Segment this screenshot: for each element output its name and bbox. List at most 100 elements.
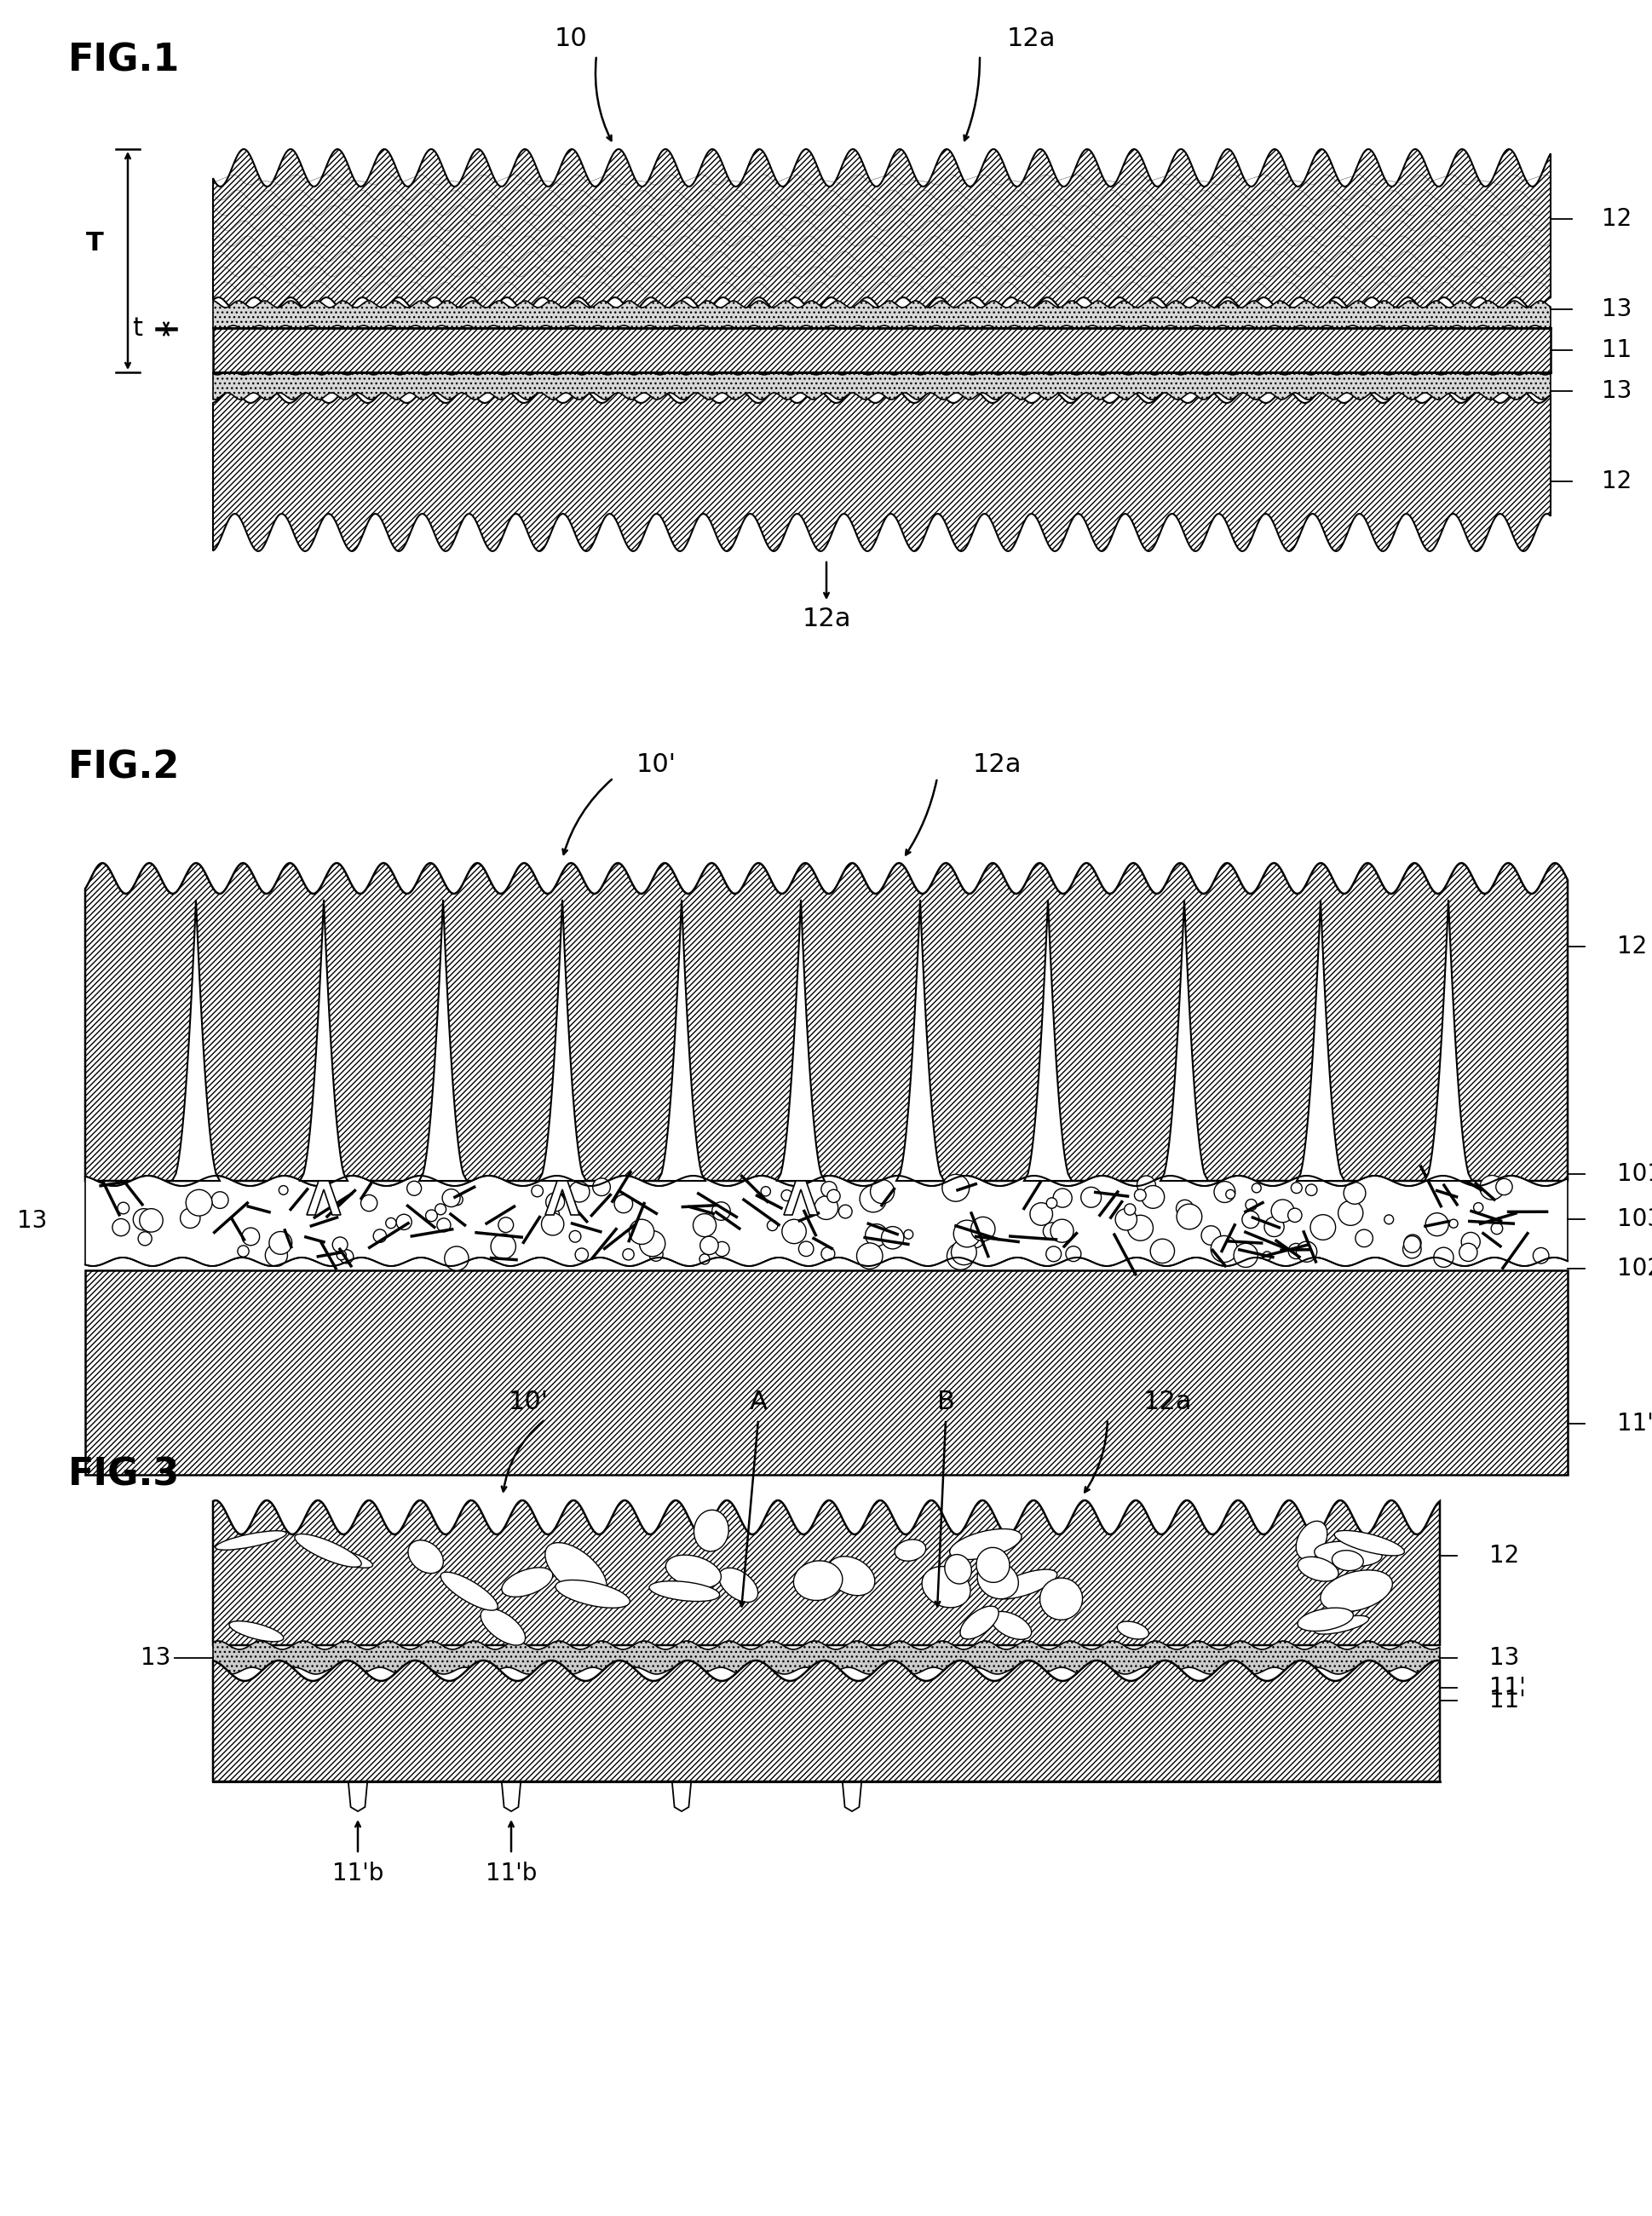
Circle shape <box>1142 1186 1163 1208</box>
Circle shape <box>871 1179 894 1203</box>
Ellipse shape <box>945 1553 971 1584</box>
Circle shape <box>712 1201 730 1221</box>
Polygon shape <box>420 900 466 1181</box>
Text: 103: 103 <box>1616 1208 1652 1232</box>
Ellipse shape <box>976 1547 1009 1582</box>
Polygon shape <box>86 862 1566 1181</box>
Circle shape <box>1432 1248 1452 1268</box>
Text: 11': 11' <box>1488 1689 1525 1713</box>
Ellipse shape <box>1295 1520 1327 1560</box>
Circle shape <box>1211 1237 1237 1263</box>
Polygon shape <box>299 900 347 1181</box>
Text: 11'b: 11'b <box>486 1861 537 1886</box>
Polygon shape <box>1160 900 1208 1181</box>
Circle shape <box>798 1241 813 1256</box>
Circle shape <box>814 1197 838 1219</box>
Circle shape <box>545 1192 565 1212</box>
Text: 12a: 12a <box>1006 27 1056 51</box>
Circle shape <box>117 1203 129 1214</box>
Ellipse shape <box>1320 1569 1391 1611</box>
Circle shape <box>436 1219 451 1232</box>
Circle shape <box>497 1217 514 1232</box>
Ellipse shape <box>1313 1615 1368 1633</box>
Circle shape <box>139 1208 164 1232</box>
Text: A: A <box>748 1389 767 1414</box>
Circle shape <box>942 1174 968 1201</box>
Circle shape <box>139 1232 152 1245</box>
Text: 11': 11' <box>1616 1412 1652 1436</box>
Circle shape <box>1403 1241 1421 1259</box>
Circle shape <box>1127 1214 1153 1241</box>
Text: 10': 10' <box>507 1389 548 1414</box>
Circle shape <box>1449 1219 1457 1228</box>
Circle shape <box>1241 1210 1259 1228</box>
Circle shape <box>826 1190 839 1203</box>
Circle shape <box>1305 1183 1317 1197</box>
Circle shape <box>211 1192 228 1208</box>
Text: 11: 11 <box>1601 339 1631 361</box>
Circle shape <box>337 1250 345 1261</box>
Circle shape <box>1404 1234 1421 1252</box>
Circle shape <box>838 1206 852 1219</box>
Circle shape <box>1052 1188 1072 1208</box>
Circle shape <box>1474 1203 1482 1212</box>
Circle shape <box>1495 1179 1512 1194</box>
Ellipse shape <box>294 1533 362 1567</box>
Circle shape <box>1046 1199 1057 1208</box>
Circle shape <box>385 1219 396 1228</box>
Ellipse shape <box>793 1560 843 1600</box>
Circle shape <box>760 1186 770 1197</box>
Circle shape <box>639 1230 664 1256</box>
Circle shape <box>542 1212 563 1234</box>
Circle shape <box>1287 1208 1302 1223</box>
Circle shape <box>443 1190 459 1208</box>
Polygon shape <box>783 1181 818 1214</box>
Ellipse shape <box>991 1611 1031 1640</box>
Circle shape <box>1459 1243 1477 1261</box>
Circle shape <box>1384 1214 1393 1223</box>
Polygon shape <box>213 1640 1439 1673</box>
Ellipse shape <box>1297 1609 1353 1631</box>
Circle shape <box>1080 1188 1100 1208</box>
Ellipse shape <box>666 1556 720 1589</box>
Circle shape <box>360 1194 377 1212</box>
Text: 11': 11' <box>1488 1675 1525 1700</box>
Text: 12: 12 <box>1616 935 1647 960</box>
Text: FIG.3: FIG.3 <box>68 1456 180 1494</box>
Text: 12a: 12a <box>801 607 851 632</box>
Text: 13: 13 <box>17 1210 46 1234</box>
Circle shape <box>1287 1243 1303 1259</box>
Text: t: t <box>132 317 142 341</box>
Ellipse shape <box>719 1569 758 1602</box>
Polygon shape <box>1297 900 1343 1181</box>
Circle shape <box>1479 1174 1503 1199</box>
Circle shape <box>1046 1245 1061 1261</box>
Text: 13: 13 <box>1488 1646 1518 1671</box>
Text: T: T <box>86 230 104 257</box>
Ellipse shape <box>1039 1578 1082 1620</box>
Circle shape <box>1460 1232 1479 1252</box>
Circle shape <box>434 1203 446 1214</box>
Circle shape <box>781 1219 806 1243</box>
Circle shape <box>1137 1177 1155 1194</box>
Circle shape <box>1066 1245 1080 1261</box>
Ellipse shape <box>545 1542 606 1598</box>
Circle shape <box>575 1248 588 1261</box>
Text: 12a: 12a <box>971 753 1021 778</box>
Polygon shape <box>895 900 943 1181</box>
Circle shape <box>1176 1199 1193 1217</box>
Text: FIG.1: FIG.1 <box>68 42 180 80</box>
Circle shape <box>856 1243 882 1270</box>
Circle shape <box>1338 1201 1363 1225</box>
Polygon shape <box>172 900 220 1181</box>
Circle shape <box>1264 1217 1284 1237</box>
Circle shape <box>185 1190 211 1217</box>
Text: 12a: 12a <box>1142 1389 1191 1414</box>
Circle shape <box>1201 1225 1219 1245</box>
Circle shape <box>767 1221 778 1230</box>
Circle shape <box>629 1219 654 1245</box>
Polygon shape <box>213 1500 1439 1644</box>
Circle shape <box>1403 1237 1419 1252</box>
Ellipse shape <box>230 1622 284 1642</box>
Text: 13: 13 <box>1601 297 1631 321</box>
